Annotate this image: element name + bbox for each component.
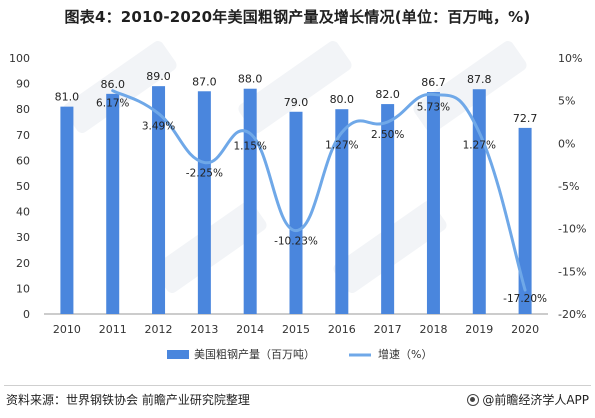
x-tick-label: 2019 — [465, 323, 493, 336]
x-tick-label: 2016 — [328, 323, 356, 336]
brand-credit: @前瞻经济学人APP — [467, 391, 589, 408]
bar — [106, 93, 120, 314]
bar-value-label: 82.0 — [375, 88, 400, 101]
left-tick-label: 50 — [16, 180, 30, 193]
watermark-layer — [63, 41, 527, 293]
line-value-label: 1.15% — [234, 141, 267, 153]
x-tick-label: 2010 — [53, 323, 81, 336]
axes-layer: 0 10 20 30 40 50 60 70 80 90 100 -20% -15% -10% -5% 0% 5… — [9, 52, 586, 336]
line-value-label: 6.17% — [96, 98, 129, 110]
bar-value-label: 87.8 — [467, 73, 492, 86]
bars-layer — [60, 86, 532, 315]
line-value-label: -17.20% — [503, 293, 547, 305]
x-tick-label: 2013 — [190, 323, 218, 336]
right-tick-label: -5% — [558, 180, 579, 193]
x-tick-label: 2017 — [374, 323, 402, 336]
left-tick-label: 100 — [9, 52, 30, 65]
line-value-label: 5.73% — [417, 101, 450, 113]
bar-value-label: 88.0 — [238, 73, 263, 86]
left-tick-label: 30 — [16, 231, 30, 244]
bar — [152, 86, 166, 314]
right-tick-label: 10% — [558, 52, 582, 65]
footer-divider — [4, 385, 591, 386]
watermark-mark — [413, 41, 527, 133]
line-value-label: -2.25% — [186, 168, 223, 180]
bar-value-label: 86.7 — [421, 76, 446, 89]
right-tick-label: -10% — [558, 223, 586, 236]
bar-value-label: 87.0 — [192, 75, 217, 88]
watermark-mark — [238, 41, 352, 133]
x-tick-label: 2018 — [419, 323, 447, 336]
legend: 美国粗钢产量（百万吨） 增速（%） — [167, 347, 432, 361]
left-tick-label: 0 — [23, 308, 30, 321]
line-value-label: 1.27% — [325, 139, 358, 151]
brand-logo-icon — [467, 393, 480, 406]
right-tick-label: 5% — [558, 95, 575, 108]
bar — [243, 88, 257, 314]
bar — [472, 89, 486, 315]
right-tick-label: -20% — [558, 308, 586, 321]
bar — [197, 91, 211, 314]
bar-value-label: 80.0 — [330, 93, 355, 106]
x-tick-label: 2020 — [511, 323, 539, 336]
line-layer — [111, 89, 527, 292]
bar — [335, 109, 349, 314]
watermark-mark — [63, 41, 177, 133]
line-value-label: 2.50% — [371, 129, 404, 141]
right-tick-label: 0% — [558, 137, 575, 150]
x-tick-label: 2015 — [282, 323, 310, 336]
chart-title: 图表4：2010-2020年美国粗钢产量及增长情况(单位：百万吨，%) — [64, 8, 531, 26]
left-tick-label: 10 — [16, 282, 30, 295]
legend-line-label: 增速（%） — [378, 347, 432, 361]
left-tick-label: 60 — [16, 154, 30, 167]
bar — [60, 106, 74, 314]
line-value-label: 3.49% — [142, 121, 175, 133]
legend-bar-swatch — [167, 350, 189, 359]
left-tick-label: 40 — [16, 206, 30, 219]
bar-value-label: 81.0 — [55, 91, 80, 104]
growth-line — [111, 89, 527, 292]
bar — [426, 92, 440, 314]
labels-layer: 81.0 86.0 89.0 87.0 88.0 79.0 80.0 82.0 86.7 87.8… — [55, 70, 547, 305]
right-tick-label: -15% — [558, 265, 586, 278]
legend-bar-label: 美国粗钢产量（百万吨） — [194, 347, 315, 361]
brand-text: @前瞻经济学人APP — [482, 393, 589, 407]
x-tick-label: 2011 — [99, 323, 127, 336]
source-note: 资料来源：世界钢铁协会 前瞻产业研究院整理 — [6, 393, 250, 407]
line-value-label: 1.27% — [463, 139, 496, 151]
left-tick-label: 80 — [16, 103, 30, 116]
left-tick-label: 90 — [16, 78, 30, 91]
left-tick-label: 70 — [16, 129, 30, 142]
x-tick-label: 2012 — [145, 323, 173, 336]
left-tick-label: 20 — [16, 257, 30, 270]
bar — [289, 111, 303, 314]
bar — [381, 104, 395, 314]
bar — [518, 127, 532, 314]
bar-value-label: 72.7 — [513, 112, 538, 125]
line-value-label: -10.23% — [274, 236, 318, 248]
bar-value-label: 86.0 — [100, 78, 125, 91]
bar-value-label: 89.0 — [146, 70, 171, 83]
bar-value-label: 79.0 — [284, 96, 309, 109]
x-tick-label: 2014 — [236, 323, 264, 336]
